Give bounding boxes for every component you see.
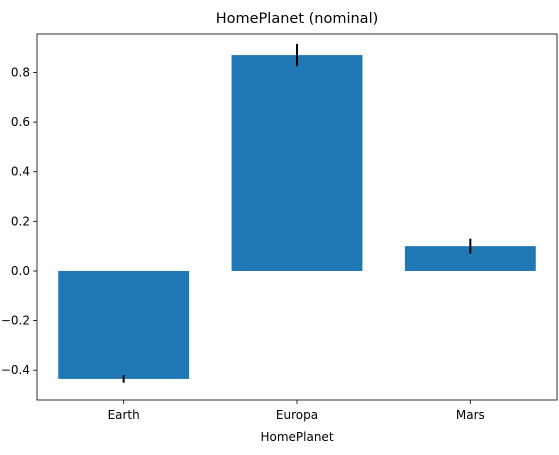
y-tick-label: −0.4: [1, 363, 30, 377]
y-tick-label: 0.4: [11, 165, 30, 179]
x-axis-title: HomePlanet: [260, 430, 333, 444]
x-axis: Earth Europa Mars: [108, 400, 485, 422]
bar-earth: [58, 270, 190, 379]
x-tick-label-earth: Earth: [108, 408, 140, 422]
x-tick-label-mars: Mars: [456, 408, 485, 422]
y-tick-label: 0.6: [11, 115, 30, 129]
bar-europa: [231, 55, 363, 271]
chart-title: HomePlanet (nominal): [216, 11, 379, 27]
bars-layer: [58, 55, 536, 379]
y-tick-label: −0.2: [1, 314, 30, 328]
y-axis: −0.4 −0.2 0.0 0.2 0.4 0.6 0.8: [1, 65, 37, 377]
x-tick-label-europa: Europa: [276, 408, 318, 422]
y-tick-label: 0.2: [11, 214, 30, 228]
y-tick-label: 0.8: [11, 65, 30, 79]
error-bars-layer: [122, 43, 472, 383]
y-tick-label: 0.0: [11, 264, 30, 278]
